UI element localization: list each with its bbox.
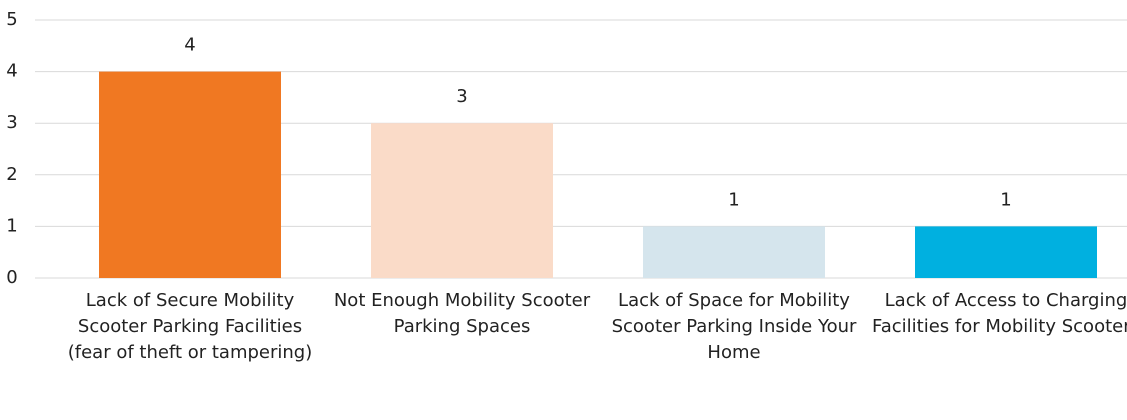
data-label: 1 bbox=[728, 189, 739, 210]
bar bbox=[915, 226, 1097, 278]
bar bbox=[99, 71, 281, 278]
y-tick-label: 2 bbox=[6, 164, 17, 185]
x-tick-label: Lack of Access to Charging Facilities fo… bbox=[872, 290, 1127, 337]
y-tick-label: 4 bbox=[6, 61, 17, 82]
data-label: 3 bbox=[456, 86, 467, 107]
y-tick-label: 3 bbox=[6, 112, 17, 133]
x-tick-label: Lack of Secure Mobility Scooter Parking … bbox=[67, 290, 313, 363]
bar bbox=[371, 123, 553, 278]
x-tick-label: Not Enough Mobility Scooter Parking Spac… bbox=[333, 290, 591, 337]
y-tick-label: 0 bbox=[6, 267, 17, 288]
x-tick-label: Lack of Space for Mobility Scooter Parki… bbox=[611, 290, 857, 363]
y-tick-label: 1 bbox=[6, 215, 17, 236]
data-label: 4 bbox=[184, 35, 195, 56]
y-tick-label: 5 bbox=[6, 9, 17, 30]
data-label: 1 bbox=[1000, 189, 1011, 210]
bar bbox=[643, 226, 825, 278]
